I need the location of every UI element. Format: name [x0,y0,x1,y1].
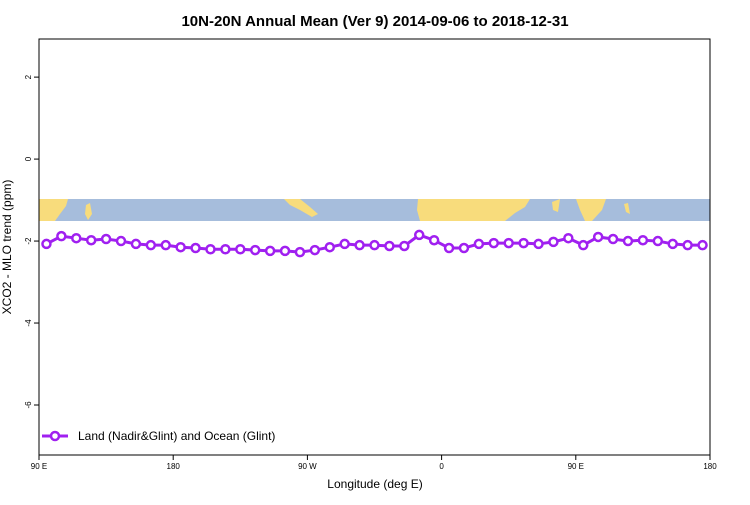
point [652,235,664,247]
point [249,244,261,256]
point [384,240,395,252]
y-tick-label: 2 [24,74,33,79]
point [339,238,350,250]
point [443,242,455,254]
point [354,239,365,251]
point [85,234,97,246]
point [607,233,619,245]
point [563,232,574,244]
x-tick-label: 90 W [298,462,317,471]
point [160,239,171,251]
point [473,238,485,250]
point [294,246,306,258]
point [667,238,678,250]
point [264,245,276,257]
point [56,230,67,242]
point [100,233,112,245]
point [592,231,604,243]
point [697,239,708,251]
y-tick-label: 0 [24,156,33,161]
y-tick-label: -4 [24,319,33,327]
point [279,245,291,257]
point [533,238,544,250]
y-axis-label: XCO2 - MLO trend (ppm) [0,180,14,315]
point [71,232,82,244]
point [399,240,410,252]
point [190,242,201,254]
point [235,244,246,255]
point [682,239,693,251]
x-tick-label: 180 [167,462,181,471]
plot-frame [38,38,711,456]
point [458,242,470,254]
point [130,238,142,250]
point [578,239,589,251]
point [369,239,380,251]
x-tick-label: 90 E [568,462,584,471]
point [309,244,321,256]
legend-label: Land (Nadir&Glint) and Ocean (Glint) [78,429,275,443]
point [115,235,127,247]
y-tick-label: -6 [24,401,33,409]
x-axis-label: Longitude (deg E) [327,477,422,491]
point [428,234,440,246]
point [548,236,559,248]
point [413,229,425,241]
point [637,234,649,246]
land [39,199,630,221]
point [324,241,336,253]
point [41,238,52,250]
point [205,244,216,255]
ocean [39,199,710,221]
point [622,235,634,247]
map-strip [39,199,710,221]
x-tick-label: 180 [703,462,717,471]
y-tick-label: -2 [24,237,33,245]
point [220,244,231,255]
point [518,237,529,249]
x-tick-label: 0 [439,462,444,471]
point [145,239,157,251]
point [175,241,186,253]
point [503,237,514,249]
chart-title: 10N-20N Annual Mean (Ver 9) 2014-09-06 t… [181,13,568,30]
legend-marker [49,430,61,442]
x-tick-label: 90 E [31,462,47,471]
point [488,237,500,249]
